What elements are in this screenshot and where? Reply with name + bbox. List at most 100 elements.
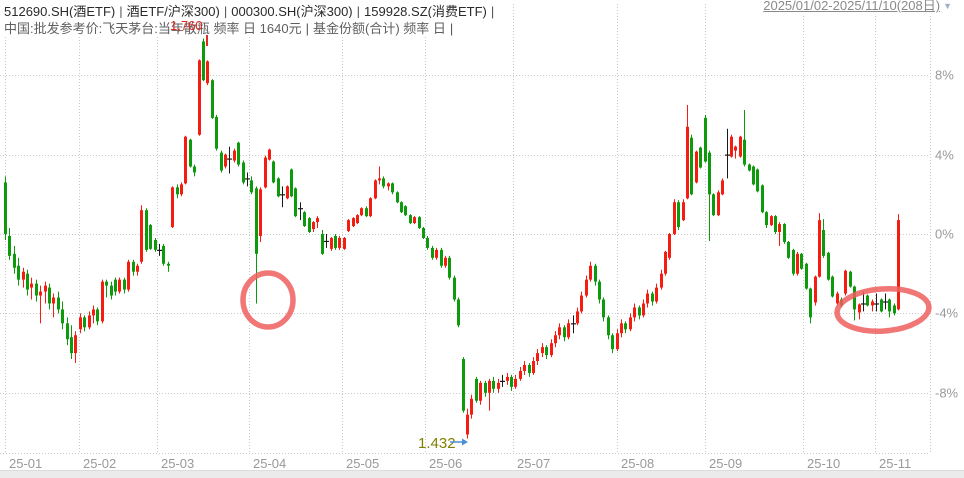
candle-body xyxy=(611,335,614,350)
candle-body xyxy=(140,210,143,262)
annotation-circle xyxy=(240,270,296,330)
candle-body xyxy=(585,279,588,296)
candle-body xyxy=(880,299,883,312)
candle-body xyxy=(352,218,355,227)
candle-body xyxy=(624,323,627,330)
candle-body xyxy=(545,347,548,356)
candle-body xyxy=(211,80,214,118)
candle-body xyxy=(752,166,755,185)
candle-body xyxy=(897,220,900,310)
candle-body xyxy=(849,271,852,287)
candle-body xyxy=(787,241,790,258)
candle-body xyxy=(796,253,799,274)
y-axis-label: -4% xyxy=(935,306,959,321)
candle-body xyxy=(765,212,768,226)
candle-body xyxy=(224,154,227,167)
candle-body xyxy=(708,152,711,195)
legend-indicator-maotai[interactable]: 中国:批发参考价:飞天茅台:当年散瓶 频率 日 1640元 xyxy=(4,21,302,36)
x-axis-label: 25-05 xyxy=(346,456,379,471)
legend-series-4[interactable]: 159928.SZ(消费ETF) xyxy=(364,4,487,19)
candle-body xyxy=(536,353,539,362)
candle-body xyxy=(404,206,407,216)
candle-body xyxy=(589,265,592,280)
candle-body xyxy=(250,180,253,193)
candle-body xyxy=(369,198,372,217)
candle-body xyxy=(651,293,654,302)
candle-body xyxy=(730,136,733,157)
candle-body xyxy=(836,293,839,304)
candle-body xyxy=(633,307,636,318)
legend-series-3[interactable]: 000300.SH(沪深300) xyxy=(231,4,353,19)
legend-indicator-fund-share[interactable]: 基金份额(合计) 频率 日 xyxy=(312,21,446,36)
candle-body xyxy=(242,162,245,183)
candle-body xyxy=(607,317,610,336)
x-axis-label: 25-07 xyxy=(517,456,550,471)
candle-body xyxy=(356,215,359,224)
candle-body xyxy=(620,323,623,334)
low-price-label: 1.432 xyxy=(418,435,456,452)
low-price-arrowhead xyxy=(462,438,468,446)
candle-body xyxy=(74,335,77,354)
maotai-price-tick xyxy=(206,35,208,46)
candle-body xyxy=(391,183,394,193)
candle-body xyxy=(792,249,795,274)
candle-body xyxy=(554,335,557,344)
candle-body xyxy=(479,382,482,401)
candle-body xyxy=(290,169,293,197)
candle-body xyxy=(396,192,399,203)
candle-body xyxy=(184,136,187,184)
candle-body xyxy=(79,317,82,330)
candle-body xyxy=(756,169,759,192)
candle-body xyxy=(761,185,764,213)
candle-body xyxy=(105,281,108,286)
candle-body xyxy=(321,234,324,254)
candle-body xyxy=(783,224,786,242)
candle-body xyxy=(268,149,271,160)
candle-body xyxy=(96,309,99,322)
candle-body xyxy=(435,249,438,258)
candle-body xyxy=(13,253,16,268)
candle-body xyxy=(277,178,280,197)
candle-body xyxy=(721,180,724,195)
candle-body xyxy=(101,281,104,322)
legend-series-2[interactable]: 酒ETF/沪深300) xyxy=(126,4,220,19)
legend-series-1[interactable]: 512690.SH(酒ETF) xyxy=(4,4,116,19)
candle-body xyxy=(655,287,658,302)
y-axis-label: -8% xyxy=(935,386,959,401)
candle-body xyxy=(110,285,113,296)
candle-body xyxy=(743,139,746,165)
candle-body xyxy=(532,361,535,373)
candle-body xyxy=(484,382,487,393)
candle-body xyxy=(778,224,781,233)
candle-body xyxy=(413,217,416,224)
x-axis-label: 25-06 xyxy=(429,456,462,471)
candle-body xyxy=(673,202,676,234)
candle-body xyxy=(422,228,425,238)
candle-body xyxy=(470,398,473,415)
annotation-circle xyxy=(834,286,932,334)
bottom-scrollbar[interactable] xyxy=(0,470,964,478)
legend-separator: | xyxy=(305,21,309,36)
candle-body xyxy=(8,235,11,256)
candle-body xyxy=(418,217,421,229)
candle-body xyxy=(347,220,350,232)
candle-body xyxy=(704,117,707,162)
candle-body xyxy=(541,347,544,354)
candle-body xyxy=(387,183,390,187)
candle-body xyxy=(145,210,148,250)
candle-body xyxy=(519,370,522,379)
date-range-selector[interactable]: 2025/01/02-2025/11/10(208日) ▼ xyxy=(761,0,954,14)
candle-body xyxy=(132,261,135,272)
candle-body xyxy=(814,276,817,303)
candle-body xyxy=(774,216,777,233)
candle-body xyxy=(176,187,179,195)
y-axis-label: 0% xyxy=(935,227,954,242)
candle-body xyxy=(215,116,218,149)
y-axis-label: 8% xyxy=(935,68,954,83)
candle-body xyxy=(805,263,808,289)
candle-body xyxy=(550,343,553,356)
candle-body xyxy=(448,257,451,278)
legend-separator: | xyxy=(223,4,228,19)
x-axis-label: 25-02 xyxy=(83,456,116,471)
